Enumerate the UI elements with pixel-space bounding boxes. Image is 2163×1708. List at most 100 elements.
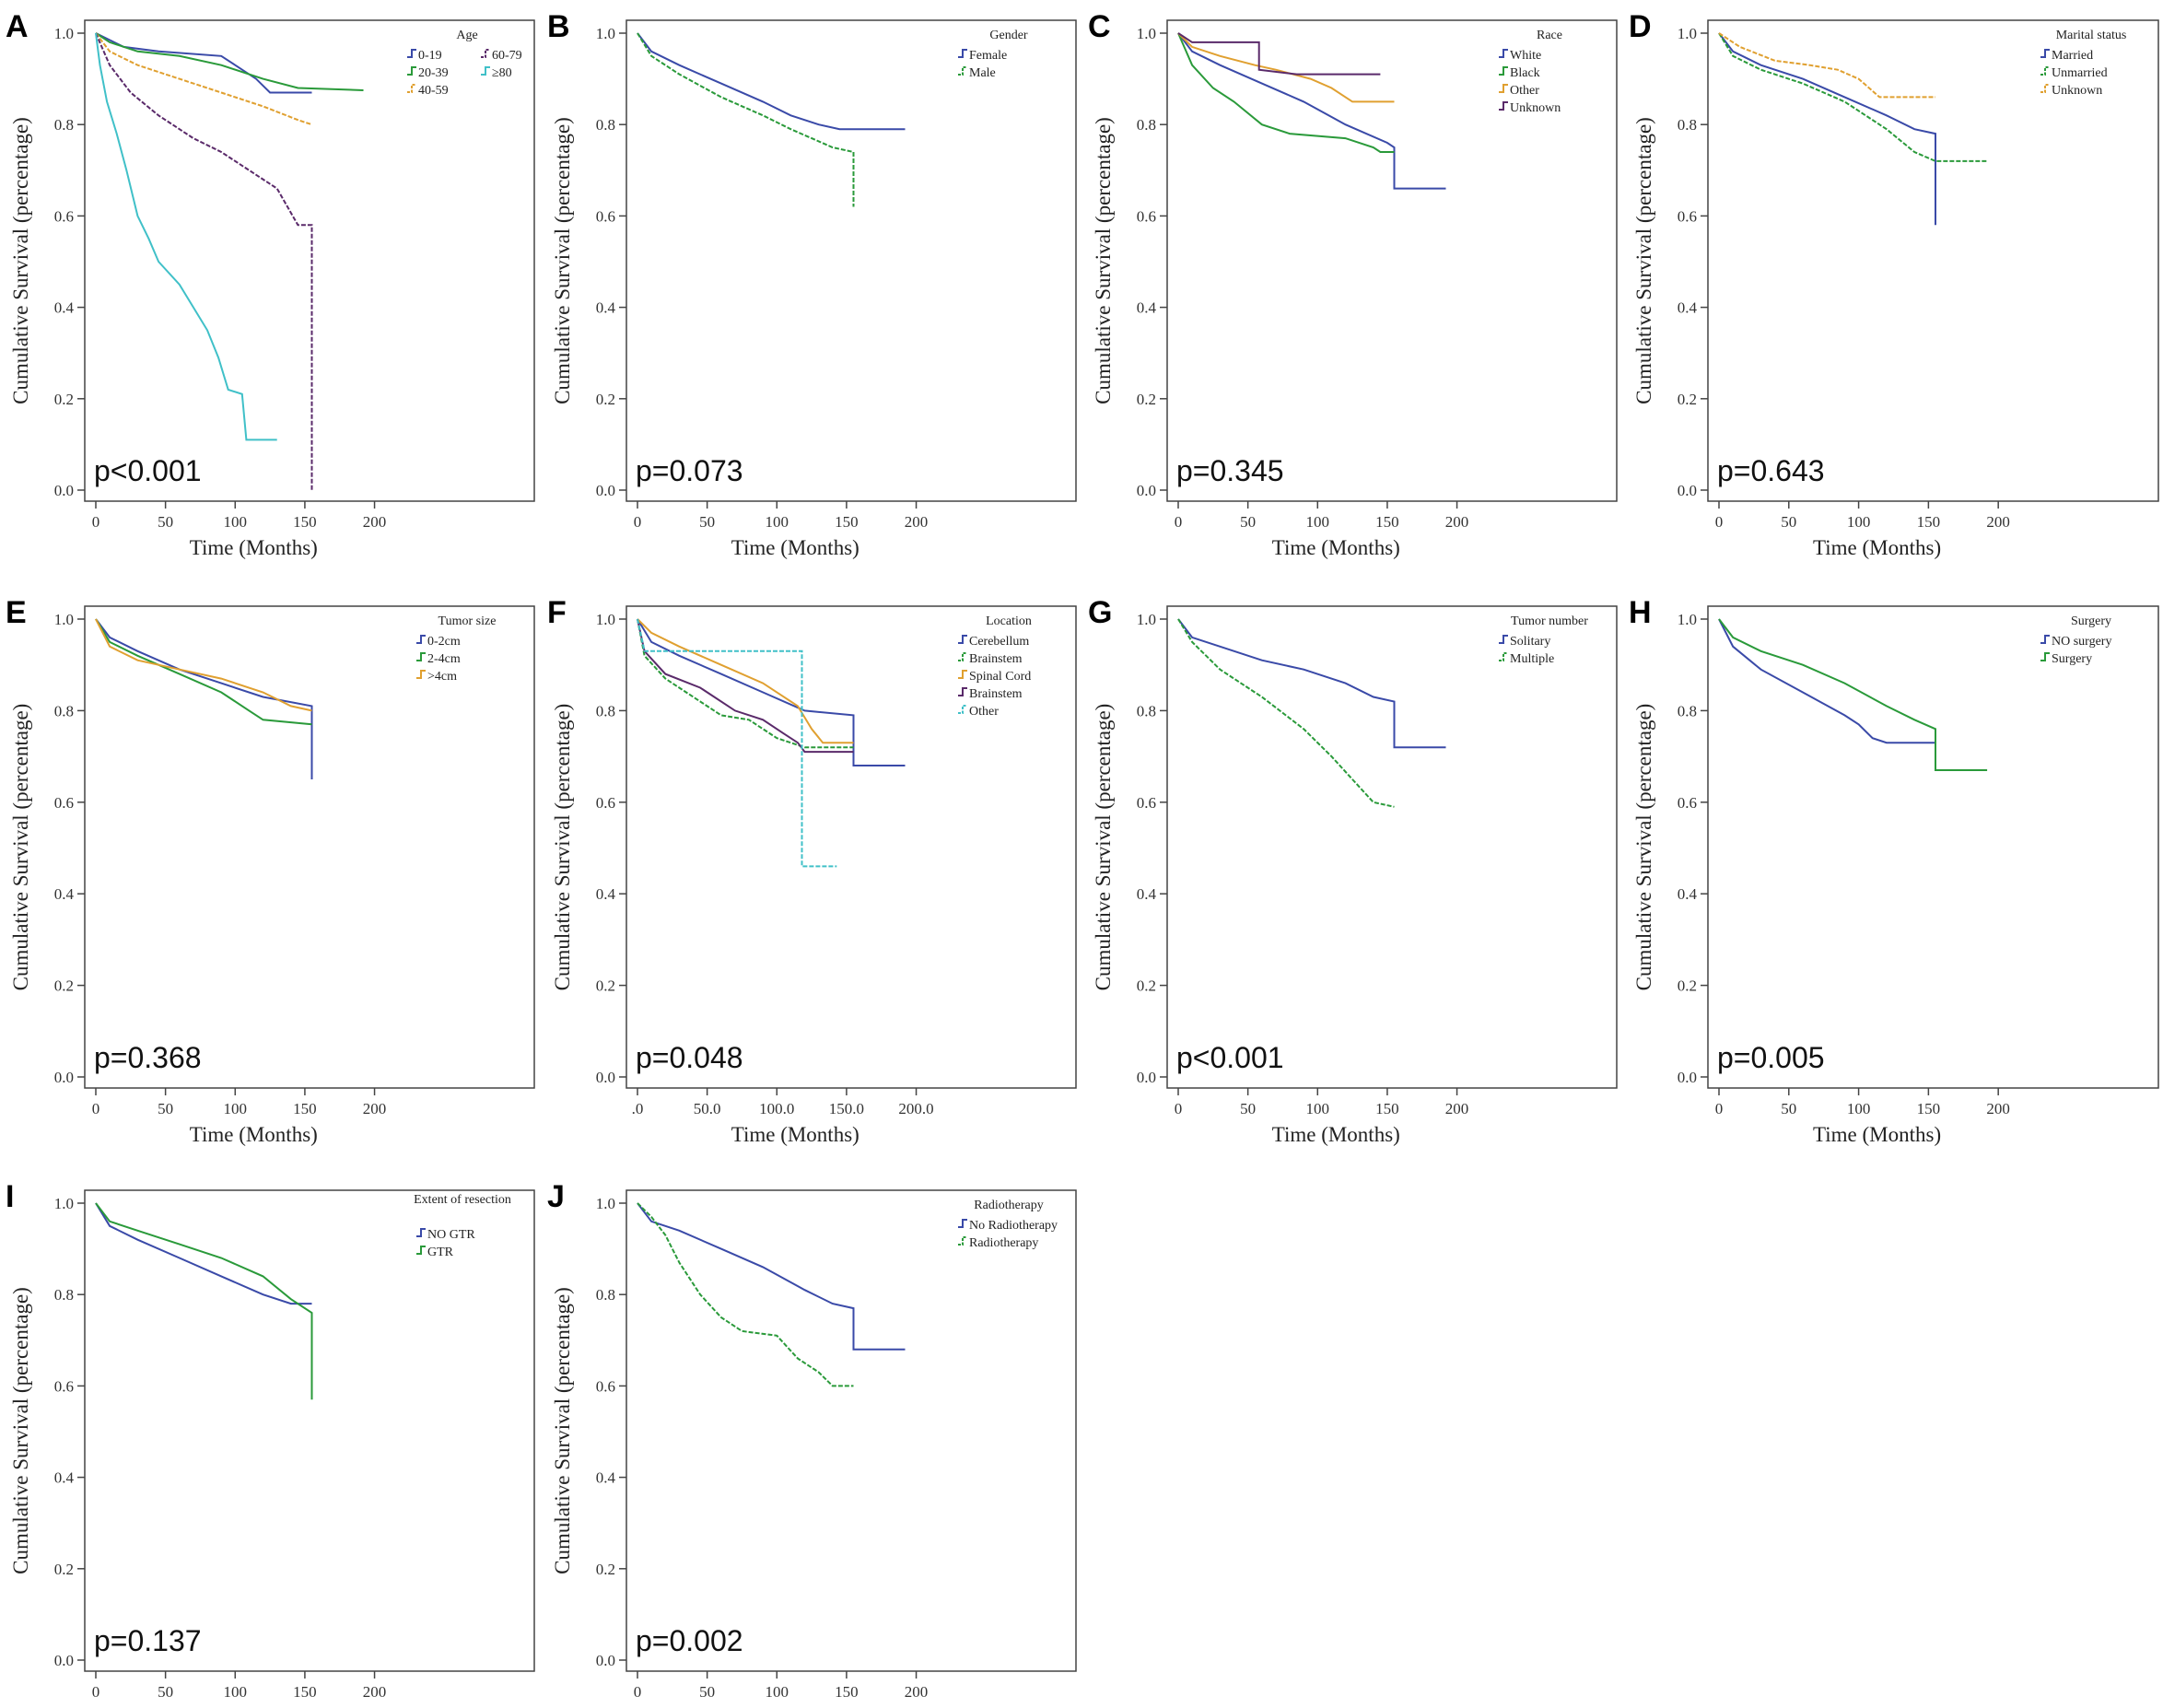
legend-swatch [958, 1219, 967, 1228]
x-tick-label: 200 [1986, 1100, 2010, 1117]
legend-item: Unknown [2040, 84, 2102, 98]
series-line-married [1718, 32, 1936, 226]
x-tick-label: 150 [1375, 1100, 1399, 1117]
x-tick-label: 200 [1445, 1100, 1469, 1117]
y-tick-label: 1.0 [1137, 25, 1156, 42]
series-line-female [637, 32, 906, 131]
x-tick-label: .0 [632, 1100, 644, 1117]
legend-item: NO GTR [416, 1228, 475, 1242]
legend-swatch [2040, 652, 2050, 661]
y-tick-label: 0.0 [596, 482, 615, 499]
panel-label: F [547, 595, 567, 630]
x-axis-label: Time (Months) [1813, 536, 1941, 559]
legend-title: Age [456, 29, 477, 42]
x-tick-label: 150 [1375, 513, 1399, 531]
legend-label: ≥80 [492, 66, 512, 80]
y-tick-label: 0.2 [1678, 391, 1697, 408]
x-tick-label: 150 [835, 513, 859, 531]
legend-item: 60-79 [481, 49, 522, 63]
legend-label: No Radiotherapy [969, 1219, 1058, 1233]
legend-title: Surgery [2071, 614, 2111, 628]
y-tick-label: 0.4 [596, 1469, 616, 1487]
legend-label: >4cm [427, 670, 457, 684]
legend-swatch [1499, 635, 1508, 644]
legend-label: NO surgery [2052, 635, 2111, 649]
y-axis-label: Cumulative Survival (percentage) [1092, 117, 1115, 404]
p-value: p=0.002 [636, 1624, 743, 1657]
y-tick-label: 0.2 [1137, 977, 1156, 995]
p-value: p<0.001 [94, 454, 202, 487]
legend-swatch [958, 687, 967, 696]
plot-frame [1707, 605, 2159, 1089]
y-tick-label: 0.2 [54, 1561, 74, 1578]
p-value: p=0.048 [636, 1041, 743, 1074]
legend-item: 2-4cm [416, 652, 461, 666]
legend-item: Other [958, 705, 999, 719]
legend-label: Surgery [2052, 652, 2092, 666]
y-tick-label: 0.8 [54, 116, 74, 134]
legend-label: Brainstem [969, 652, 1023, 666]
series-line-cerebellum [637, 618, 906, 766]
y-axis-label: Cumulative Survival (percentage) [1632, 704, 1655, 991]
series-line-spinal-cord [637, 618, 854, 744]
x-tick-label: 0 [1715, 1100, 1724, 1117]
x-tick-label: 150 [835, 1683, 859, 1701]
legend-swatch [416, 635, 426, 644]
legend-label: Solitary [1510, 635, 1550, 649]
p-value: p=0.643 [1717, 454, 1825, 487]
legend-item: Surgery [2040, 652, 2092, 666]
y-tick-label: 0.2 [596, 977, 615, 995]
y-tick-label: 0.2 [54, 977, 74, 995]
y-tick-label: 1.0 [54, 25, 74, 42]
x-tick-label: 100 [224, 1100, 248, 1117]
series-line-solitary [1177, 618, 1446, 749]
y-tick-label: 0.2 [596, 391, 615, 408]
legend-swatch [416, 1228, 426, 1237]
x-tick-label: 150 [293, 1683, 317, 1701]
y-tick-label: 0.4 [54, 1469, 75, 1487]
x-tick-label: 0 [92, 1100, 100, 1117]
legend-label: NO GTR [427, 1228, 475, 1242]
legend-swatch [1499, 66, 1508, 76]
y-tick-label: 0.6 [54, 794, 74, 812]
legend-item: Unknown [1499, 101, 1561, 115]
panel-h: H 0.0 0.2 0.4 0.6 0.8 1.0 0 50 100 150 200 Time (Mon… [1629, 595, 2159, 1146]
series-line-unknown [1718, 32, 1935, 99]
plot-frame [626, 19, 1077, 502]
panel-label: J [547, 1179, 565, 1214]
legend-swatch [481, 49, 490, 58]
y-tick-label: 0.0 [54, 1069, 74, 1086]
legend-label: 2-4cm [427, 652, 461, 666]
y-tick-label: 1.0 [596, 25, 615, 42]
y-tick-label: 0.4 [596, 885, 616, 903]
y-tick-label: 0.2 [596, 1561, 615, 1578]
legend-label: Brainstem [969, 687, 1023, 701]
legend-item: Brainstem [958, 652, 1023, 666]
series-line-unmarried [1718, 32, 1988, 162]
x-tick-label: 150 [293, 513, 317, 531]
x-tick-label: 0 [92, 1683, 100, 1701]
series-line-male [637, 32, 855, 207]
legend-swatch [1499, 652, 1508, 661]
x-axis-label: Time (Months) [731, 1706, 859, 1708]
legend-swatch [407, 84, 416, 93]
legend-item: Solitary [1499, 635, 1550, 649]
y-tick-label: 0.4 [1137, 885, 1157, 903]
x-axis-label: Time (Months) [731, 1123, 859, 1146]
x-tick-label: 100 [1306, 513, 1330, 531]
p-value: p=0.368 [94, 1041, 202, 1074]
legend-swatch [416, 1246, 426, 1255]
legend-swatch [2040, 66, 2050, 76]
legend-swatch [416, 652, 426, 661]
x-axis-label: Time (Months) [1272, 536, 1400, 559]
plot-frame [1166, 605, 1618, 1089]
x-tick-label: 100 [224, 513, 248, 531]
series-line-no-surgery [1718, 618, 1935, 744]
legend-item: No Radiotherapy [958, 1219, 1058, 1233]
legend-item: Married [2040, 49, 2093, 63]
y-tick-label: 1.0 [1678, 611, 1697, 628]
y-tick-label: 0.8 [54, 1286, 74, 1304]
y-tick-label: 0.4 [1137, 299, 1157, 317]
legend-swatch [407, 49, 416, 58]
y-tick-label: 0.0 [1137, 1069, 1156, 1086]
